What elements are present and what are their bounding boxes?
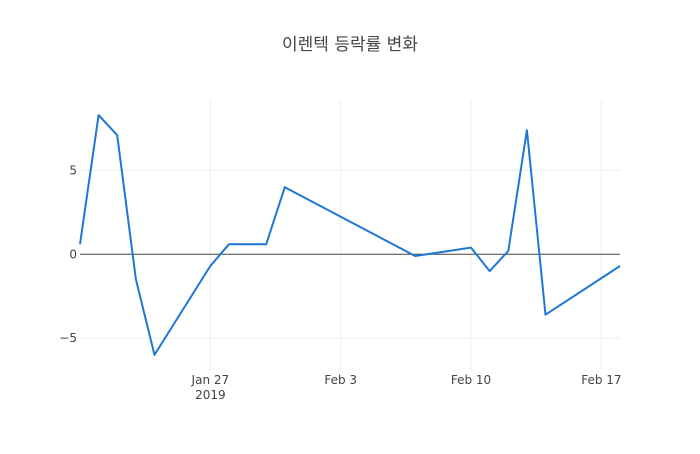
y-tick-label: 0 (69, 247, 77, 261)
x-tick-label: Feb 3 (324, 373, 357, 387)
series-line (79, 114, 621, 356)
chart-title: 이렌텍 등락률 변화 (282, 35, 418, 55)
x-tick-label: Jan 27 (191, 373, 230, 387)
x-tick-label: Feb 17 (581, 373, 621, 387)
y-tick-label: −5 (59, 331, 77, 345)
y-axis-ticks: −5 0 5 (59, 163, 77, 345)
x-tick-sublabel: 2019 (195, 388, 226, 402)
y-tick-label: 5 (69, 163, 77, 177)
series-layer (79, 114, 621, 356)
x-tick-label: Feb 10 (451, 373, 491, 387)
